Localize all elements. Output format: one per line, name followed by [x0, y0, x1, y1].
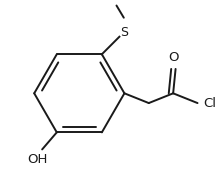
- Text: Cl: Cl: [204, 96, 217, 110]
- Text: O: O: [168, 51, 179, 64]
- Text: S: S: [120, 26, 128, 39]
- Text: OH: OH: [27, 153, 48, 166]
